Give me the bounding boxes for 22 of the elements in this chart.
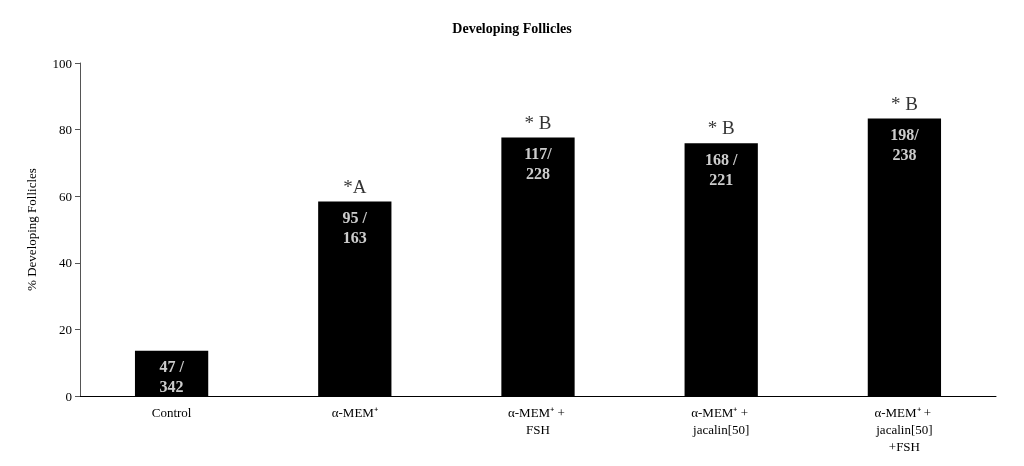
- y-tick-label: 80: [59, 122, 72, 138]
- x-tick-label: α-MEM⁺ + jacalin[50]: [691, 405, 752, 437]
- annotation: 47 / 342: [159, 358, 185, 396]
- y-tick-label: 0: [65, 388, 72, 404]
- annotation: 168 / 221: [704, 150, 738, 188]
- y-axis-title: % Developing Follicles: [24, 168, 39, 291]
- x-tick-label: Control: [151, 405, 192, 420]
- annotation: * B: [524, 111, 552, 133]
- annotation: 117/228: [524, 145, 553, 183]
- y-tick-label: 20: [59, 321, 72, 337]
- x-tick-label: α-MEM⁺ + jacalin[50]+FSH: [874, 405, 935, 454]
- annotation: *A: [343, 175, 367, 197]
- annotation: 95 / 163: [342, 209, 368, 247]
- annotation: * B: [707, 117, 735, 139]
- chart-title: Developing Follicles: [452, 20, 573, 36]
- annotation: 198/238: [890, 126, 920, 164]
- y-tick-label: 100: [52, 55, 72, 71]
- y-tick-label: 40: [59, 255, 72, 271]
- annotation: * B: [890, 92, 918, 114]
- x-tick-label: α-MEM⁺ + FSH: [507, 405, 569, 437]
- x-tick-label: α-MEM⁺: [331, 405, 378, 420]
- y-tick-label: 60: [59, 188, 72, 204]
